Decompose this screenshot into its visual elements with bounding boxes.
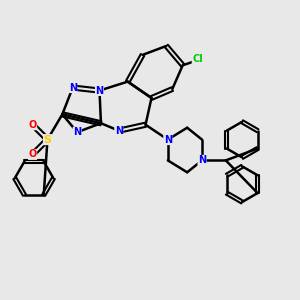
Text: S: S [44,135,52,145]
Text: O: O [28,149,37,160]
Text: N: N [69,82,77,93]
Text: N: N [95,85,104,96]
Text: O: O [28,120,37,130]
Text: N: N [115,126,123,136]
Text: Cl: Cl [192,54,203,64]
Text: N: N [164,135,172,145]
Text: N: N [198,155,206,165]
Text: N: N [73,127,81,137]
